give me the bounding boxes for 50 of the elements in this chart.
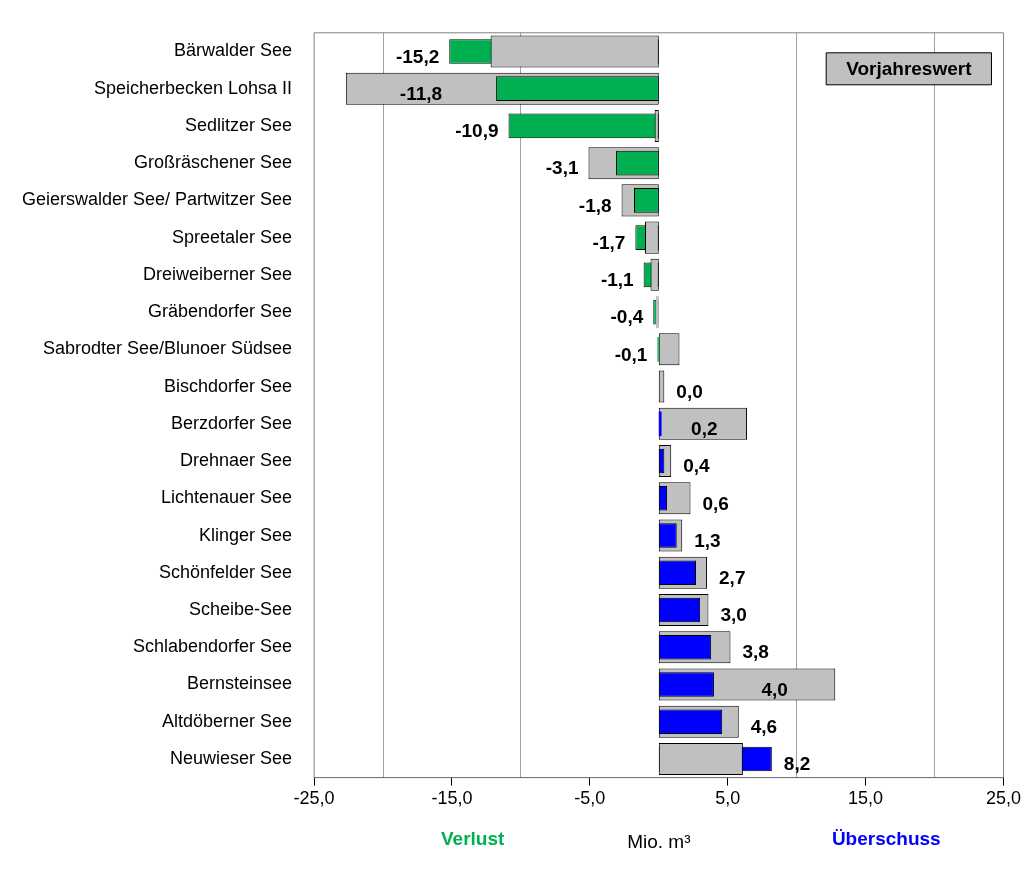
y-tick-label: Schönfelder See (159, 561, 293, 582)
data-label: -1,7 (592, 231, 626, 253)
data-label: 4,0 (761, 678, 788, 700)
y-tick-label: Spreetaler See (172, 226, 293, 247)
y-tick-label: Klinger See (199, 524, 293, 545)
y-tick-label: Neuwieser See (170, 747, 293, 768)
y-tick-label: Drehnaer See (180, 450, 293, 471)
text: Vorjahreswert (846, 58, 973, 80)
data-label: 0,2 (691, 418, 718, 440)
y-tick-label: Bernsteinsee (187, 673, 293, 694)
data-label: 0,4 (683, 455, 711, 477)
y-tick-label: Bärwalder See (174, 40, 293, 61)
data-label: -11,8 (399, 82, 443, 104)
data-label: 0,0 (676, 380, 703, 402)
x-tick-label: -25,0 (293, 788, 335, 809)
y-tick-label: Berzdorfer See (171, 412, 293, 433)
x-tick-label: 15,0 (848, 788, 884, 809)
y-tick-label: Speicherbecken Lohsa II (93, 77, 293, 98)
y-tick-label: Dreiweiberner See (143, 263, 293, 284)
y-tick-label: Altdöberner See (162, 710, 293, 731)
y-tick-label: Schlabendorfer See (133, 636, 293, 657)
data-label: 8,2 (783, 753, 811, 775)
y-tick-label: Großräschener See (134, 152, 293, 173)
data-label: -1,1 (600, 269, 635, 291)
data-label: 0,6 (702, 492, 729, 514)
data-label: 4,6 (750, 715, 778, 737)
data-label: -0,4 (610, 306, 644, 328)
y-tick-label: Geierswalder See/ Partwitzer See (21, 189, 293, 210)
x-tick-label: 25,0 (985, 788, 1022, 809)
x-tick-label: -5,0 (574, 788, 606, 809)
data-label: -10,9 (455, 120, 499, 142)
data-label: -1,8 (578, 194, 612, 216)
data-label: 3,0 (720, 604, 747, 626)
x-tick-label: -15,0 (431, 788, 473, 809)
x-tick-label: 5,0 (715, 788, 741, 809)
y-tick-label: Sedlitzer See (185, 114, 293, 135)
data-label: 1,3 (694, 529, 721, 551)
x-axis-title: Mio. m³ (627, 830, 691, 852)
text: Verlust (440, 828, 506, 850)
y-tick-label: Scheibe-See (189, 598, 293, 619)
data-label: -3,1 (545, 157, 579, 179)
y-tick-label: Lichtenauer See (161, 487, 293, 508)
data-label: -15,2 (395, 45, 440, 67)
y-tick-label: Sabrodter See/Blunoer Südsee (42, 338, 293, 359)
text: Überschuss (831, 828, 941, 850)
y-tick-label: Gräbendorfer See (148, 301, 293, 322)
y-tick-label: Bischdorfer See (164, 375, 293, 396)
data-label: 2,7 (719, 567, 746, 589)
data-label: 3,8 (742, 641, 769, 663)
data-label: -0,1 (614, 343, 648, 365)
